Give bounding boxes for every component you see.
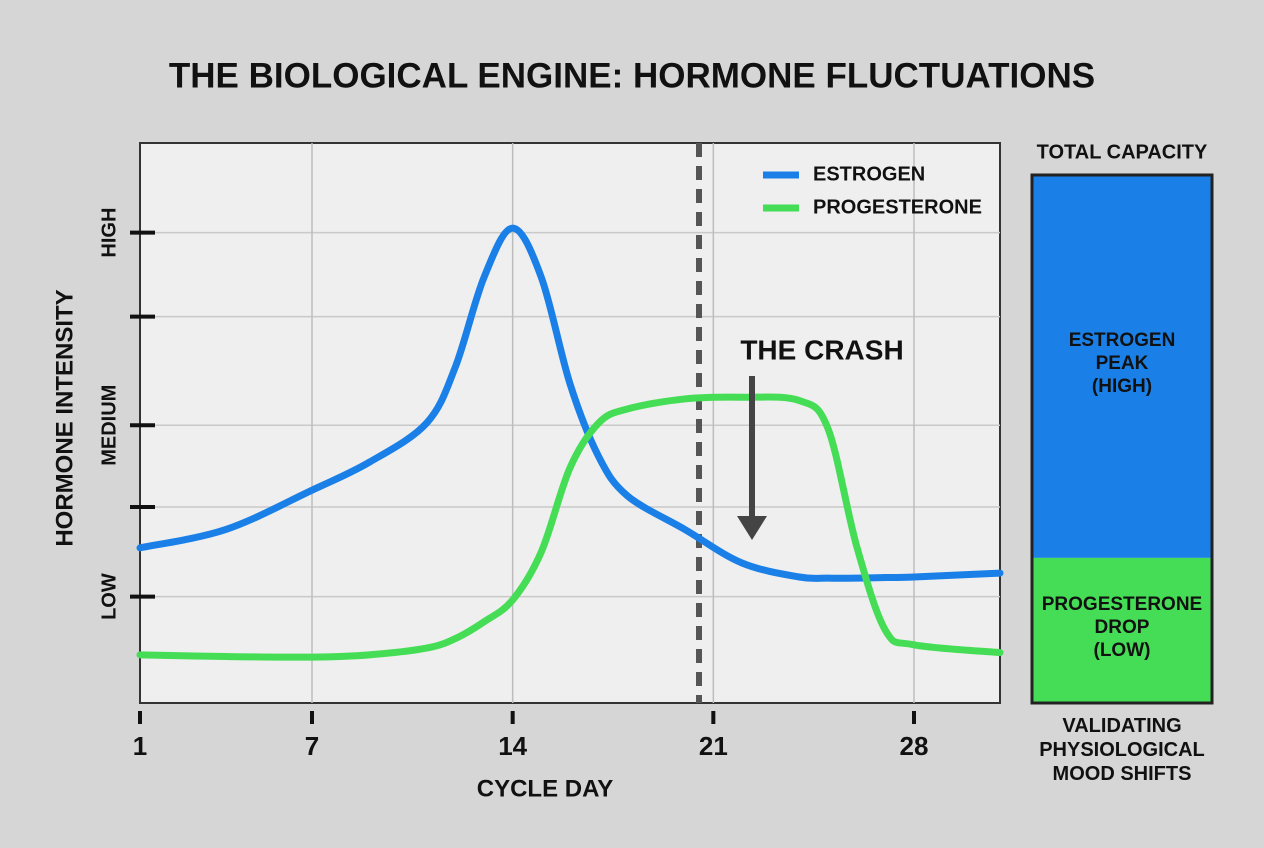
y-axis-label: HORMONE INTENSITY [51,289,78,546]
bar-outline [1030,173,1214,705]
y-tick-label: LOW [98,573,120,620]
x-tick-label: 14 [498,731,527,761]
segment-label: ESTROGEN PEAK (HIGH) [1068,330,1176,397]
x-tick-label: 1 [133,731,147,761]
bar-title: TOTAL CAPACITY [1037,141,1208,163]
annotation: THE CRASH [740,334,903,365]
grid [140,143,1000,703]
bar-segment [1032,557,1212,703]
x-tick-label: 28 [900,731,929,761]
series-line [136,224,1004,582]
legend-label: ESTROGEN [813,163,925,185]
chart-title: THE BIOLOGICAL ENGINE: HORMONE FLUCTUATI… [169,56,1095,95]
caption: VALIDATING PHYSIOLOGICAL MOOD SHIFTS [1039,715,1205,785]
x-axis-label: CYCLE DAY [477,775,613,802]
y-tick-label: MEDIUM [98,385,120,466]
bar-segment [1032,175,1212,558]
x-tick-label: 21 [699,731,728,761]
series-line [136,393,1004,661]
legend-label: PROGESTERONE [813,196,982,218]
y-tick-label: HIGH [98,208,120,258]
plot-area [139,142,1001,704]
arrow-head [737,516,767,540]
x-tick-label: 7 [305,731,319,761]
segment-label: PROGESTERONE DROP (LOW) [1041,594,1203,661]
